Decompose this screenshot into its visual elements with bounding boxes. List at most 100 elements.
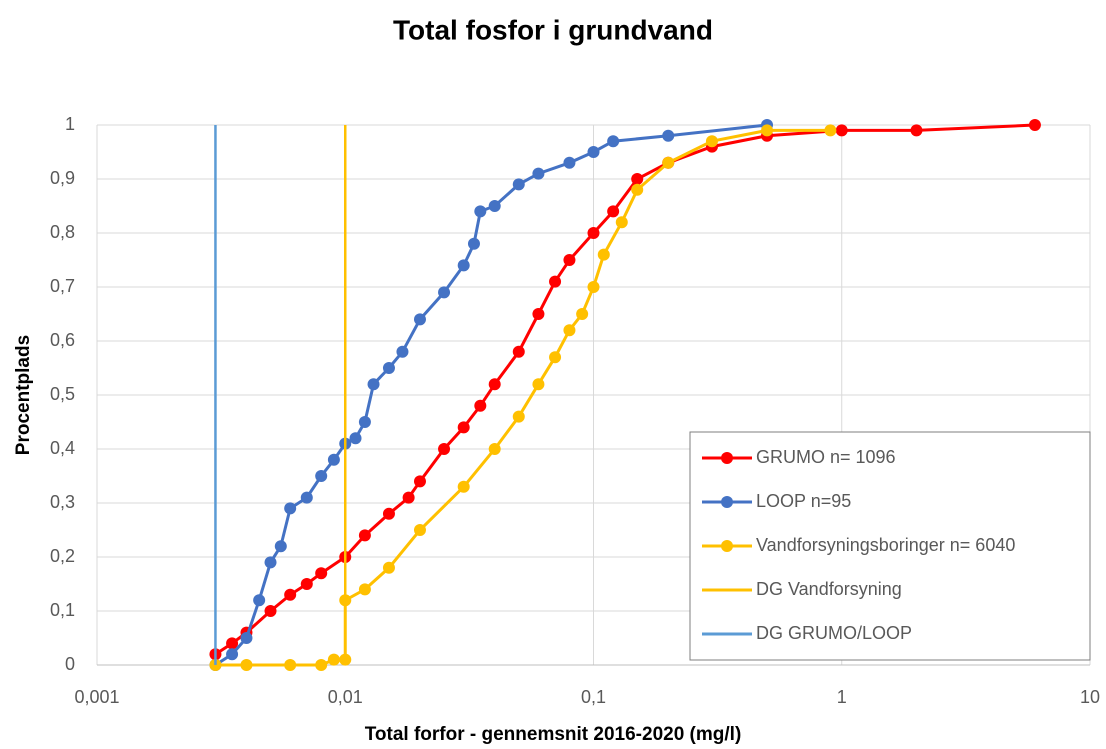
data-point — [835, 124, 848, 137]
data-point — [402, 491, 415, 504]
data-point — [358, 529, 371, 542]
y-tick-label: 1 — [65, 114, 75, 134]
y-axis-title: Procentplads — [13, 335, 34, 455]
data-point — [474, 205, 487, 218]
data-point — [300, 578, 313, 590]
data-point — [240, 659, 253, 671]
data-point — [488, 443, 501, 455]
y-tick-label: 0,7 — [50, 276, 75, 296]
data-point — [300, 491, 313, 504]
chart-title: Total fosfor i grundvand — [393, 14, 713, 45]
data-point — [358, 416, 371, 428]
x-tick-label: 1 — [837, 687, 847, 707]
data-point — [413, 524, 426, 536]
data-point — [226, 637, 239, 650]
y-tick-label: 0,6 — [50, 330, 75, 350]
data-point — [910, 124, 923, 137]
data-point — [597, 248, 610, 261]
y-tick-label: 0,9 — [50, 168, 75, 188]
data-point — [367, 378, 380, 391]
data-point — [358, 583, 371, 596]
data-point — [382, 362, 395, 374]
data-point — [253, 594, 266, 607]
y-tick-label: 0,4 — [50, 438, 75, 458]
x-tick-label: 0,01 — [328, 687, 363, 707]
data-point — [488, 200, 501, 212]
legend-label: DG Vandforsyning — [756, 579, 902, 599]
data-point — [284, 588, 297, 601]
data-point — [467, 237, 480, 250]
data-point — [549, 351, 562, 364]
legend — [689, 431, 1091, 661]
x-tick-label: 0,001 — [74, 687, 119, 707]
data-point — [315, 567, 328, 580]
data-point — [413, 313, 426, 326]
y-tick-label: 0,5 — [50, 384, 75, 404]
data-point — [315, 470, 328, 482]
data-point — [587, 227, 600, 239]
data-point — [512, 410, 525, 423]
data-point — [532, 167, 545, 180]
data-point — [532, 378, 545, 391]
data-point — [587, 146, 600, 158]
data-point — [1028, 119, 1041, 131]
data-point — [488, 378, 501, 391]
data-point — [396, 345, 409, 358]
legend-label: Vandforsyningsboringer n= 6040 — [756, 535, 1015, 555]
y-tick-label: 0,2 — [50, 546, 75, 566]
data-point — [761, 124, 774, 137]
data-point — [274, 540, 287, 553]
x-axis-title: Total forfor - gennemsnit 2016-2020 (mg/… — [365, 724, 742, 745]
data-point — [264, 556, 277, 569]
data-point — [457, 421, 470, 434]
data-point — [824, 124, 837, 137]
data-point — [226, 648, 239, 661]
data-point — [438, 443, 451, 455]
data-point — [474, 399, 487, 412]
data-point — [549, 275, 562, 288]
x-tick-label: 0,1 — [581, 687, 606, 707]
data-point — [457, 480, 470, 493]
data-point — [382, 561, 395, 574]
y-tick-label: 0,1 — [50, 600, 75, 620]
data-point — [607, 135, 620, 148]
data-point — [284, 502, 297, 515]
data-point — [512, 178, 525, 191]
legend-label: GRUMO n= 1096 — [756, 447, 896, 467]
data-point — [457, 259, 470, 272]
data-point — [662, 156, 675, 169]
data-point — [587, 281, 600, 293]
data-point — [512, 345, 525, 358]
legend-marker — [721, 540, 733, 552]
data-point — [327, 453, 340, 466]
data-point — [705, 135, 718, 148]
data-point — [631, 173, 644, 185]
data-point — [382, 507, 395, 520]
y-tick-label: 0,8 — [50, 222, 75, 242]
y-tick-label: 0,3 — [50, 492, 75, 512]
data-point — [327, 653, 340, 666]
data-point — [349, 432, 362, 445]
legend-marker — [721, 496, 733, 508]
legend-label: DG GRUMO/LOOP — [756, 623, 912, 643]
data-point — [615, 216, 628, 229]
data-point — [240, 632, 253, 644]
y-tick-label: 0 — [65, 654, 75, 674]
legend-marker — [721, 452, 733, 464]
data-point — [631, 183, 644, 196]
legend-label: LOOP n=95 — [756, 491, 851, 511]
data-point — [413, 475, 426, 488]
data-point — [662, 129, 675, 142]
data-point — [438, 286, 451, 299]
data-point — [264, 605, 277, 617]
data-point — [284, 659, 297, 671]
data-point — [563, 156, 576, 169]
data-point — [315, 659, 328, 671]
data-point — [607, 205, 620, 218]
x-tick-label: 10 — [1080, 687, 1100, 707]
data-point — [563, 324, 576, 337]
data-point — [532, 308, 545, 320]
data-point — [576, 308, 589, 320]
data-point — [563, 254, 576, 266]
